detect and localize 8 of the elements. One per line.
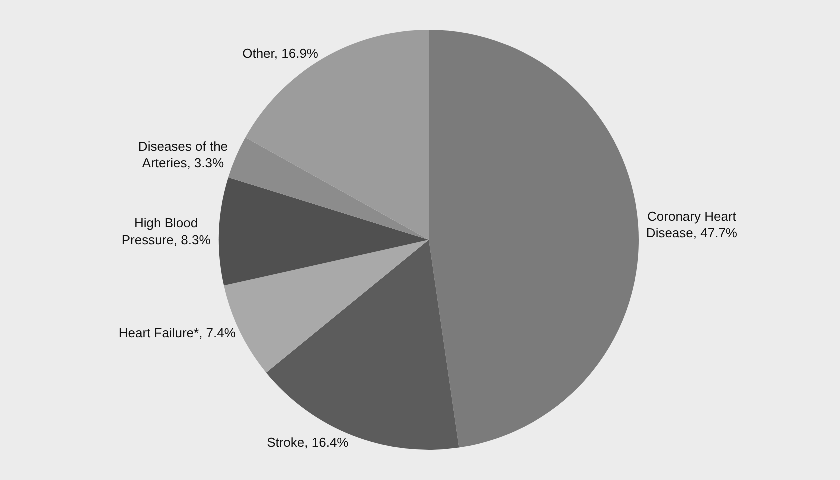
slice-label: Coronary Heart Disease, 47.7% xyxy=(646,208,738,241)
pie-slice xyxy=(228,138,429,240)
slice-label: Heart Failure*, 7.4% xyxy=(118,326,236,341)
slice-label: Stroke, 16.4% xyxy=(267,434,350,450)
slice-label: High Blood Pressure, 8.3% xyxy=(122,215,212,248)
slice-label: Other, 16.9% xyxy=(242,46,319,61)
slice-label: Diseases of the Arteries, 3.3% xyxy=(138,138,228,171)
pie-slice xyxy=(429,30,639,448)
